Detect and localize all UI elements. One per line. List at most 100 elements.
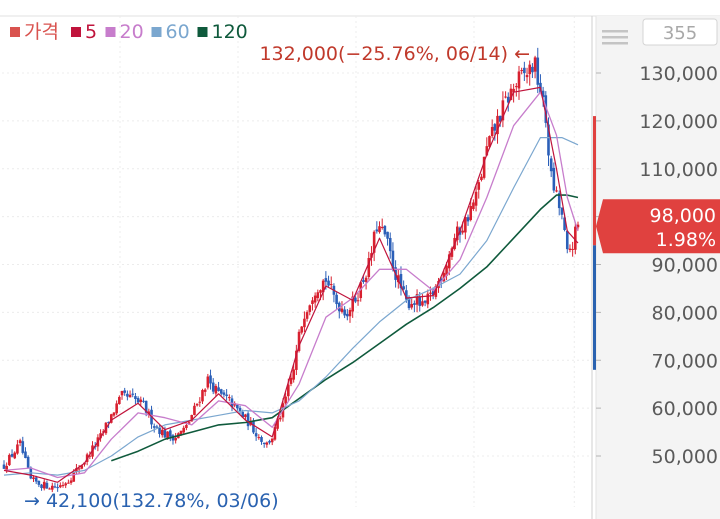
candle-body [346, 313, 349, 317]
candle-body [295, 350, 298, 370]
candle-body [144, 400, 148, 413]
candle-body [555, 190, 558, 192]
candle-body [219, 389, 223, 394]
candle-body [273, 427, 277, 440]
candle-body [340, 308, 344, 312]
y-tick-label: 110,000 [639, 159, 718, 181]
y-tick-label: 90,000 [652, 255, 718, 277]
candle-body [426, 293, 430, 305]
candle-body [77, 468, 81, 470]
candle-body [515, 86, 518, 88]
candle-body [464, 217, 467, 233]
candle-body [509, 88, 513, 101]
candle-body [552, 167, 556, 191]
candle-body [319, 290, 322, 293]
hamburger-icon [602, 30, 628, 33]
max-price-annotation: 132,000(−25.76%, 06/14) ← [259, 43, 530, 65]
candle-body [13, 452, 17, 459]
candle-body [126, 393, 129, 397]
side-bar-up [593, 116, 596, 246]
y-tick-label: 60,000 [652, 398, 718, 420]
candle-body [364, 277, 368, 282]
candle-body [327, 280, 330, 286]
candle-body [211, 382, 215, 392]
candle-body [506, 96, 510, 103]
candle-body [139, 399, 143, 403]
candle-body [517, 71, 521, 89]
candle-body [375, 229, 379, 232]
candle-body [10, 454, 14, 457]
candle-body [525, 75, 529, 78]
candle-body [61, 484, 65, 486]
candle-body [413, 303, 416, 305]
candle-body [69, 480, 73, 483]
candle-body [480, 176, 483, 181]
candle-body [166, 431, 169, 439]
candle-body [482, 156, 486, 178]
candle-body [179, 430, 183, 435]
candle-body [399, 274, 403, 289]
candle-body [311, 300, 314, 305]
candle-body [16, 444, 19, 454]
candle-body [56, 487, 59, 489]
hamburger-icon [602, 42, 628, 45]
candle-body [115, 403, 118, 414]
candle-body [109, 414, 113, 423]
candle-body [217, 387, 220, 391]
candle-body [120, 390, 124, 396]
candle-body [265, 442, 269, 445]
candle-body [498, 115, 502, 122]
candle-body [203, 389, 207, 392]
candle-body [472, 202, 475, 210]
candle-body [297, 331, 301, 351]
candle-body [378, 226, 381, 233]
candle-body [276, 418, 279, 429]
y-tick-label: 50,000 [652, 446, 718, 468]
candle-body [147, 411, 151, 414]
candle-body [195, 403, 199, 406]
candle-body [152, 426, 156, 428]
candle-body [547, 124, 550, 156]
candle-body [8, 454, 11, 466]
candle-body [26, 456, 30, 468]
min-price-annotation: → 42,100(132.78%, 03/06) [24, 490, 279, 512]
candle-body [123, 390, 127, 393]
candle-body [541, 90, 545, 97]
candle-body [571, 248, 574, 250]
candle-body [321, 280, 325, 293]
candle-body [388, 237, 392, 252]
legend-swatch [197, 27, 208, 37]
candle-body [563, 217, 566, 231]
candle-body [244, 414, 247, 417]
candle-body [348, 310, 352, 317]
candle-body [504, 96, 507, 98]
candle-body [568, 248, 572, 251]
candle-body [252, 420, 255, 433]
y-tick-label: 120,000 [639, 111, 718, 133]
candle-body [289, 377, 293, 384]
legend-label: 60 [166, 21, 190, 43]
legend-label: 120 [212, 21, 248, 43]
candle-body [421, 301, 424, 306]
candle-body [2, 464, 6, 469]
candle-body [461, 230, 464, 233]
candle-body [18, 440, 22, 443]
candle-body [300, 326, 304, 333]
candle-body [410, 303, 414, 308]
legend-swatch [105, 27, 116, 37]
candle-body [450, 248, 454, 257]
candle-body [163, 430, 167, 438]
candle-body [405, 290, 408, 300]
candle-body [455, 226, 459, 241]
candle-body [136, 398, 140, 403]
period-box [642, 18, 718, 46]
candle-body [59, 485, 62, 488]
y-tick-label: 80,000 [652, 302, 718, 324]
candle-body [493, 124, 497, 131]
candle-body [34, 477, 38, 482]
candle-body [439, 278, 443, 282]
candle-body [155, 426, 159, 428]
candle-body [474, 191, 478, 206]
candle-body [488, 136, 491, 147]
